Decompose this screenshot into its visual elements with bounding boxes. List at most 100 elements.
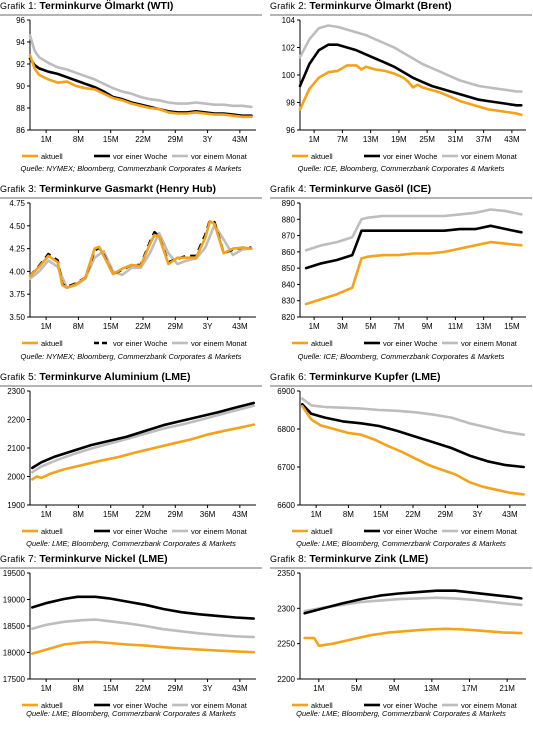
- legend-label: aktuell: [41, 527, 63, 536]
- x-tick-label: 8M: [73, 322, 84, 331]
- chart-title: Grafik 2: Terminkurve Ölmarkt (Brent): [270, 0, 532, 13]
- legend-label: aktuell: [311, 527, 333, 536]
- x-tick-label: 3M: [337, 322, 348, 331]
- series-line-vor-einer-Woche: [298, 43, 523, 107]
- series-line-aktuell: [298, 64, 523, 117]
- y-tick-label: 870: [282, 232, 296, 241]
- x-tick-label: 3Y: [473, 510, 483, 519]
- chart-title: Grafik 6: Terminkurve Kupfer (LME): [270, 371, 532, 384]
- x-tick-label: 5M: [351, 684, 362, 693]
- chart-svg-5: 1900 2000 2100 2200 2300 1M 8M 15M 22M 29M 36M 43M a…: [7, 387, 256, 536]
- chart-name: Terminkurve Gasmarkt (Henry Hub): [39, 183, 216, 195]
- x-tick-label: 19M: [391, 135, 407, 144]
- series-line-aktuell: [303, 627, 523, 648]
- y-tick-label: 830: [282, 297, 296, 306]
- chart-number: 7:: [28, 554, 37, 565]
- title-rule: [0, 14, 262, 16]
- y-tick-label: 6800: [277, 425, 295, 434]
- y-tick-label: 92: [16, 60, 25, 69]
- chart-title: Grafik 3: Terminkurve Gasmarkt (Henry Hu…: [0, 183, 262, 196]
- series-line-aktuell: [30, 640, 255, 655]
- x-tick-label: 29M: [168, 684, 184, 693]
- x-tick-label: 43M: [504, 135, 520, 144]
- chart-name: Terminkurve Zink (LME): [309, 553, 429, 565]
- x-tick-label: 13M: [476, 322, 492, 331]
- y-tick-label: 4.00: [9, 267, 25, 276]
- x-tick-label: 43M: [232, 135, 248, 144]
- legend-label: vor einem Monat: [191, 701, 248, 710]
- series-line-vor-einer-Woche: [30, 401, 255, 470]
- series-line-vor-einer-Woche: [30, 595, 255, 620]
- y-tick-label: 98: [286, 99, 295, 108]
- y-tick-label: 17500: [3, 675, 26, 684]
- x-tick-label: 1M: [311, 510, 322, 519]
- x-tick-label: 31M: [448, 135, 464, 144]
- y-tick-label: 2350: [277, 569, 295, 578]
- y-tick-label: 3.50: [9, 313, 25, 322]
- series-line-vor-einem-Monat: [303, 596, 523, 613]
- x-tick-label: 15M: [103, 684, 119, 693]
- y-tick-label: 2000: [7, 473, 25, 482]
- y-tick-label: 19000: [3, 596, 26, 605]
- source-note-5: Quelle: LME; Bloomberg, Commerzbank Corp…: [26, 539, 236, 548]
- chart-panel-2: Grafik 2: Terminkurve Ölmarkt (Brent) 96…: [270, 0, 532, 180]
- y-tick-label: 3.75: [9, 290, 25, 299]
- legend-label: aktuell: [41, 152, 63, 161]
- x-tick-label: 1M: [41, 684, 52, 693]
- chart-number: 2:: [298, 1, 307, 12]
- x-tick-label: 1M: [41, 510, 52, 519]
- legend-label: vor einer Woche: [113, 527, 167, 536]
- chart-name: Terminkurve Kupfer (LME): [309, 371, 441, 383]
- y-tick-label: 860: [282, 248, 296, 257]
- legend-label: aktuell: [41, 339, 63, 348]
- source-note-8: Quelle: LME; Bloomberg, Commerzbank Corp…: [296, 709, 506, 718]
- y-tick-label: 4.25: [9, 245, 25, 254]
- chart-prefix: Grafik: [0, 372, 26, 382]
- y-tick-label: 100: [282, 71, 296, 80]
- x-tick-label: 7M: [393, 322, 404, 331]
- title-rule: [270, 14, 532, 16]
- y-tick-label: 890: [282, 199, 296, 208]
- chart-name: Terminkurve Gasöl (ICE): [309, 183, 432, 195]
- x-tick-label: 5M: [365, 322, 376, 331]
- y-tick-label: 88: [16, 104, 25, 113]
- chart-svg-8: 2200 2250 2300 2350 1M 5M 9M 13M 17M 21M aktuell vo…: [277, 569, 526, 710]
- chart-number: 3:: [28, 184, 37, 195]
- chart-name: Terminkurve Aluminium (LME): [39, 371, 191, 383]
- series-line-vor-einer-Woche: [303, 589, 523, 615]
- x-tick-label: 3Y: [203, 684, 213, 693]
- x-tick-label: 17M: [462, 684, 478, 693]
- x-tick-label: 29M: [438, 510, 454, 519]
- x-tick-label: 15M: [373, 510, 389, 519]
- y-tick-label: 86: [16, 126, 25, 135]
- x-tick-label: 21M: [499, 684, 515, 693]
- legend-label: vor einer Woche: [113, 152, 167, 161]
- chart-name: Terminkurve Ölmarkt (Brent): [309, 0, 452, 12]
- source-note-7: Quelle: LME; Bloomberg, Commerzbank Corp…: [26, 709, 236, 718]
- legend-label: vor einer Woche: [383, 701, 437, 710]
- x-tick-label: 43M: [232, 510, 248, 519]
- x-tick-label: 22M: [135, 135, 151, 144]
- x-tick-label: 43M: [232, 684, 248, 693]
- chart-prefix: Grafik: [0, 1, 26, 11]
- chart-svg-4: 820 830 840 850 860 870 880 890 1M 3M 5M 7M 9M 11M 13M…: [282, 199, 526, 348]
- legend-label: vor einem Monat: [191, 339, 248, 348]
- y-tick-label: 840: [282, 280, 296, 289]
- legend-label: vor einer Woche: [383, 527, 437, 536]
- chart-panel-8: Grafik 8: Terminkurve Zink (LME) 2200 225…: [270, 553, 532, 733]
- x-tick-label: 15M: [103, 510, 119, 519]
- chart-prefix: Grafik: [0, 554, 26, 564]
- x-tick-label: 8M: [73, 510, 84, 519]
- legend-label: vor einem Monat: [461, 339, 518, 348]
- x-tick-label: 43M: [232, 322, 248, 331]
- y-tick-label: 6700: [277, 463, 295, 472]
- x-tick-label: 13M: [424, 684, 440, 693]
- x-tick-label: 1M: [41, 322, 52, 331]
- source-note-6: Quelle: LME; Bloomberg, Commerzbank Corp…: [296, 539, 506, 548]
- x-tick-label: 15M: [103, 135, 119, 144]
- x-tick-label: 29M: [168, 135, 184, 144]
- y-tick-label: 6900: [277, 387, 295, 396]
- x-tick-label: 11M: [448, 322, 463, 331]
- chart-svg-1: 86 88 90 92 94 96 1M 8M 15M 22M 29M 3Y 43M aktuell vor…: [16, 16, 256, 161]
- y-tick-label: 4.75: [9, 199, 25, 208]
